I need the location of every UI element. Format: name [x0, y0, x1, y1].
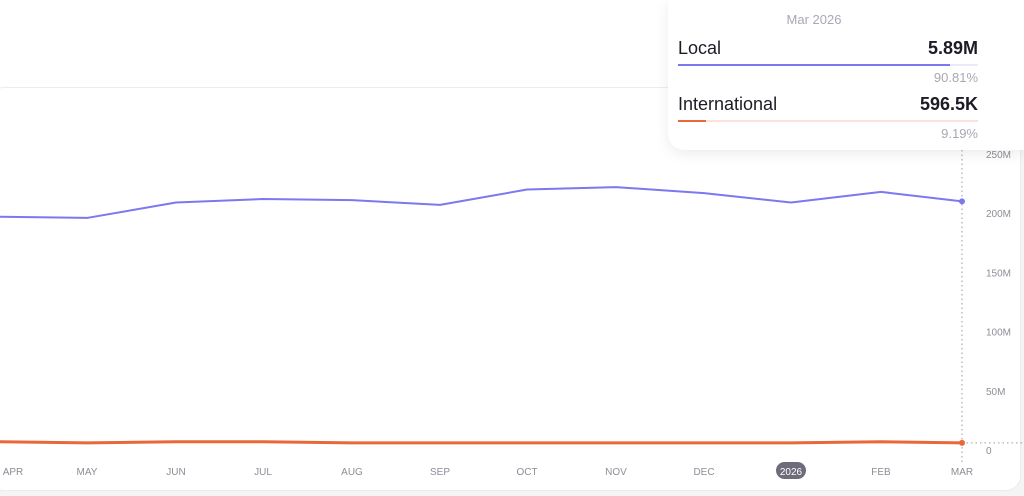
tooltip: Mar 2026 Local 5.89M 90.81% Internationa…: [668, 0, 1024, 150]
x-tick-label: SEP: [430, 467, 450, 478]
tooltip-percent: 9.19%: [941, 126, 978, 141]
tooltip-date: Mar 2026: [786, 12, 842, 27]
x-tick-label: JUL: [254, 467, 272, 478]
y-tick-label: 50M: [986, 387, 1005, 398]
share-bar: [678, 120, 978, 122]
data-point-local: [959, 198, 965, 205]
x-tick-label: NOV: [605, 467, 627, 478]
tooltip-value: 596.5K: [919, 94, 978, 114]
x-tick-label: MAR: [951, 467, 973, 478]
x-tick-label: OCT: [516, 467, 537, 478]
x-tick-label: MAY: [77, 467, 98, 478]
data-point-international: [959, 439, 965, 446]
year-marker-badge: [776, 462, 806, 479]
chart-card: [0, 88, 1020, 490]
y-tick-label: 250M: [986, 150, 1011, 161]
x-tick-label: APR: [3, 467, 24, 478]
x-tick-label: AUG: [341, 467, 363, 478]
series-line-international: [0, 440, 963, 445]
y-tick-label: 150M: [986, 268, 1011, 279]
tooltip-percent: 90.81%: [933, 70, 978, 85]
share-bar: [678, 64, 978, 66]
x-tick-label: 2026: [780, 467, 803, 478]
x-tick-label: DEC: [693, 467, 714, 478]
y-tick-label: 200M: [986, 209, 1011, 220]
y-tick-label: 100M: [986, 328, 1011, 339]
x-tick-label: FEB: [871, 467, 891, 478]
y-tick-label: 0: [986, 446, 992, 457]
tooltip-label: Local: [678, 38, 722, 58]
tooltip-label: International: [678, 94, 778, 114]
series-line-local: [0, 186, 963, 219]
tooltip-value: 5.89M: [927, 38, 978, 58]
x-tick-label: JUN: [166, 467, 185, 478]
